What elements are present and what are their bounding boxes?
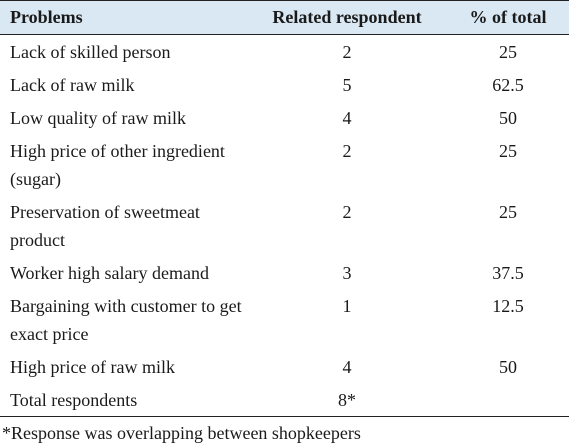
respondent-cell: 5 bbox=[342, 75, 352, 95]
respondent-cell: 4 bbox=[342, 357, 352, 377]
problem-cell: Bargaining with customer to get exact pr… bbox=[10, 296, 242, 344]
problem-cell: Lack of raw milk bbox=[10, 75, 135, 95]
header-percent-of-total: % of total bbox=[447, 0, 569, 35]
respondent-cell: 1 bbox=[342, 296, 352, 316]
percent-cell: 25 bbox=[499, 141, 517, 161]
table-row: Preservation of sweetmeat product 2 25 bbox=[0, 195, 569, 256]
percent-cell: 62.5 bbox=[492, 75, 524, 95]
total-respondent-cell: 8* bbox=[247, 383, 447, 417]
table-row: Worker high salary demand 3 37.5 bbox=[0, 256, 569, 289]
table-header: Problems Related respondent % of total bbox=[0, 0, 569, 35]
table-row: High price of other ingredient (sugar) 2… bbox=[0, 134, 569, 195]
respondent-cell: 2 bbox=[342, 141, 352, 161]
problem-cell: Preservation of sweetmeat product bbox=[10, 202, 200, 250]
percent-cell: 37.5 bbox=[492, 263, 524, 283]
header-row: Problems Related respondent % of total bbox=[0, 0, 569, 35]
percent-cell: 12.5 bbox=[492, 296, 524, 316]
table-footnote: *Response was overlapping between shopke… bbox=[2, 423, 361, 443]
percent-cell: 50 bbox=[499, 108, 517, 128]
table-row: Lack of raw milk 5 62.5 bbox=[0, 68, 569, 101]
problem-cell: Low quality of raw milk bbox=[10, 108, 186, 128]
respondent-cell: 4 bbox=[342, 108, 352, 128]
percent-cell: 50 bbox=[499, 357, 517, 377]
total-label-cell: Total respondents bbox=[0, 383, 247, 417]
problem-cell: High price of other ingredient (sugar) bbox=[10, 141, 225, 189]
respondent-cell: 3 bbox=[342, 263, 352, 283]
table-body: Lack of skilled person 2 25 Lack of raw … bbox=[0, 35, 569, 417]
total-percent-cell bbox=[447, 383, 569, 417]
percent-cell: 25 bbox=[499, 42, 517, 62]
respondent-cell: 2 bbox=[342, 42, 352, 62]
problems-table: Problems Related respondent % of total L… bbox=[0, 0, 569, 417]
problem-cell: High price of raw milk bbox=[10, 357, 175, 377]
table-row: High price of raw milk 4 50 bbox=[0, 350, 569, 383]
total-row: Total respondents 8* bbox=[0, 383, 569, 417]
percent-cell: 25 bbox=[499, 202, 517, 222]
table-row: Low quality of raw milk 4 50 bbox=[0, 101, 569, 134]
header-problems: Problems bbox=[0, 0, 247, 35]
respondent-cell: 2 bbox=[342, 202, 352, 222]
header-related-respondent: Related respondent bbox=[247, 0, 447, 35]
table-row: Bargaining with customer to get exact pr… bbox=[0, 289, 569, 350]
problem-cell: Lack of skilled person bbox=[10, 42, 171, 62]
problem-cell: Worker high salary demand bbox=[10, 263, 209, 283]
table-row: Lack of skilled person 2 25 bbox=[0, 35, 569, 69]
